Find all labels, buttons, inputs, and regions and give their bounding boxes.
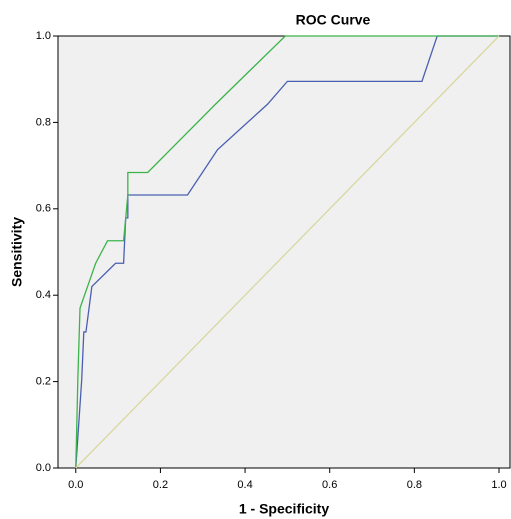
x-tick-label: 0.0 [68,479,83,491]
roc-line [75,35,499,469]
y-tick-label: 0.4 [36,289,51,301]
y-tick-label: 0.8 [36,116,51,128]
y-tick-label: 0.2 [36,376,51,388]
x-tick-label: 0.4 [237,479,252,491]
plot-area [57,35,511,469]
x-tick-label: 0.2 [153,479,168,491]
x-axis-title: 1 - Specificity [239,501,329,517]
y-tick-label: 0.6 [36,203,51,215]
y-tick-label: 0.0 [36,462,51,474]
x-tick-label: 1.0 [491,479,506,491]
roc-line [75,35,500,469]
y-tick-label: 1.0 [36,30,51,42]
chart-title: ROC Curve [296,12,371,28]
x-tick-label: 0.6 [322,479,337,491]
roc-line [75,35,499,469]
x-tick-label: 0.8 [407,479,422,491]
y-axis-title: Sensitivity [9,217,25,287]
